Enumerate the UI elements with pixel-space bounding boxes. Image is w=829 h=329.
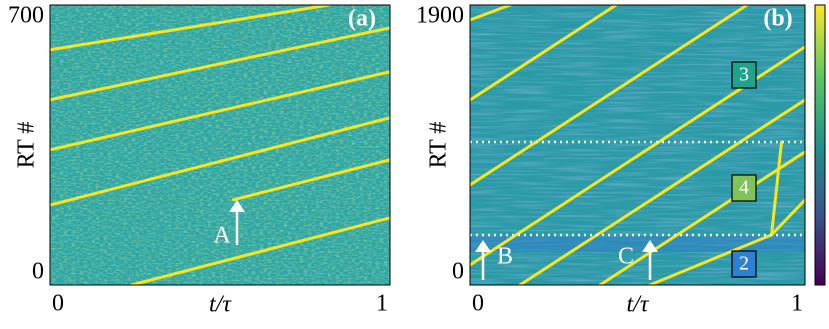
trace-line xyxy=(470,5,512,22)
plot-frame xyxy=(49,4,391,286)
annotation: B xyxy=(497,244,513,270)
y-tick-label: 0 xyxy=(452,259,464,285)
y-axis-label: RT # xyxy=(14,122,40,169)
plot-data xyxy=(470,5,805,285)
panel-label: (b) xyxy=(763,6,792,32)
trace-line xyxy=(470,5,749,187)
annotation: A xyxy=(213,223,231,249)
colorbar xyxy=(814,4,826,286)
state-box xyxy=(731,174,757,202)
panel-label: (a) xyxy=(348,6,376,32)
trace-line xyxy=(770,140,784,237)
x-axis-label: t/τ xyxy=(209,292,232,318)
trace-line xyxy=(470,5,618,102)
y-tick-label: 0 xyxy=(32,259,44,285)
x-axis-label: t/τ xyxy=(627,292,650,318)
trace-line xyxy=(518,98,805,285)
state-label: 4 xyxy=(739,177,749,199)
y-tick-label: 700 xyxy=(8,3,44,29)
y-tick-label: 1900 xyxy=(416,3,464,29)
trace-line xyxy=(598,150,805,285)
state-label: 2 xyxy=(739,253,749,275)
x-tick-label: 1 xyxy=(376,291,388,317)
state-label: 3 xyxy=(739,64,749,86)
plot-frame xyxy=(469,4,806,286)
trace-line xyxy=(50,70,390,152)
trace-line xyxy=(232,158,390,202)
arrow-head xyxy=(642,240,658,252)
annotation: C xyxy=(618,244,634,270)
plot-data xyxy=(50,5,390,285)
heatmap-noise xyxy=(50,5,390,285)
y-axis-label: RT # xyxy=(426,122,452,169)
trace-line xyxy=(50,116,390,207)
trace-line xyxy=(130,216,390,285)
state-box xyxy=(731,61,757,89)
x-tick-label: 1 xyxy=(791,291,803,317)
x-tick-label: 0 xyxy=(472,291,484,317)
heatmap-band xyxy=(470,236,805,252)
state-box xyxy=(731,250,757,278)
trace-line xyxy=(50,26,390,102)
trace-line xyxy=(50,5,331,52)
arrow-head xyxy=(229,200,245,212)
x-tick-label: 0 xyxy=(52,291,64,317)
arrow-head xyxy=(475,240,491,252)
